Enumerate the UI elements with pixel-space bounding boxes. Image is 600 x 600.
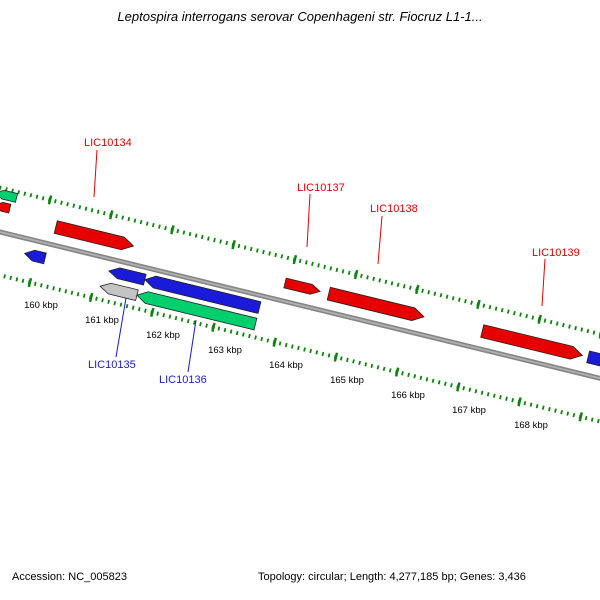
- backbone-highlight: [0, 224, 600, 390]
- ruler-major-tick: [150, 307, 155, 318]
- gene-label-lic10137[interactable]: LIC10137: [297, 182, 345, 194]
- genome-track: [0, 181, 600, 432]
- ruler-major-tick: [211, 322, 216, 332]
- gene-arrow-lic10136[interactable]: [143, 274, 262, 314]
- gene-arrow-partial-green[interactable]: [0, 188, 19, 203]
- ruler-label-161kbp: 161 kbp: [85, 315, 119, 326]
- gene-arrow-green[interactable]: [135, 289, 258, 331]
- gene-arrow-gray[interactable]: [99, 281, 139, 302]
- leader-line-lic10138: [377, 215, 383, 265]
- ruler-major-tick: [47, 195, 53, 205]
- ruler-major-tick: [394, 367, 400, 377]
- ruler-major-tick: [353, 269, 359, 280]
- leader-line-lic10134: [93, 149, 98, 198]
- gene-label-lic10136[interactable]: LIC10136: [159, 374, 207, 386]
- leader-lines: [93, 149, 546, 373]
- ruler-label-165kbp: 165 kbp: [330, 375, 364, 386]
- ruler-major-tick: [170, 225, 175, 235]
- leader-line-lic10137: [306, 193, 311, 248]
- status-topology: Topology: circular; Length: 4,277,185 bp…: [258, 571, 526, 583]
- ruler-major-tick: [292, 254, 298, 265]
- ruler-label-164kbp: 164 kbp: [269, 360, 303, 371]
- ruler-major-tick: [231, 240, 236, 250]
- ruler-major-tick: [333, 352, 339, 362]
- gene-arrow-lic10137[interactable]: [283, 277, 321, 296]
- leader-line-lic10135: [115, 297, 127, 358]
- ruler-major-tick: [88, 292, 94, 303]
- gene-arrow-lic10138[interactable]: [326, 286, 425, 323]
- ruler-label-160kbp: 160 kbp: [24, 300, 58, 311]
- ruler-major-tick: [578, 412, 584, 422]
- ruler-label-166kbp: 166 kbp: [391, 390, 425, 401]
- gene-label-lic10135[interactable]: LIC10135: [88, 359, 136, 371]
- gene-arrow-lic10139[interactable]: [480, 324, 584, 362]
- gene-arrow-lic10134[interactable]: [53, 220, 135, 253]
- gene-label-lic10139[interactable]: LIC10139: [532, 247, 580, 259]
- ruler-major-tick: [517, 397, 522, 407]
- gene-arrow-partial-blue-right[interactable]: [586, 350, 600, 374]
- ruler-major-tick: [27, 277, 33, 288]
- leader-line-lic10136: [187, 319, 197, 373]
- gene-label-lic10134[interactable]: LIC10134: [84, 137, 132, 149]
- status-accession: Accession: NC_005823: [12, 571, 127, 583]
- page-title: Leptospira interrogans serovar Copenhage…: [117, 9, 483, 24]
- gene-arrow-small-blue-left[interactable]: [23, 248, 47, 265]
- leader-line-lic10139: [541, 258, 546, 307]
- ruler-major-ticks: [27, 195, 600, 422]
- gene-label-lic10138[interactable]: LIC10138: [370, 203, 418, 215]
- ruler-major-tick: [537, 314, 542, 324]
- ruler-label-167kbp: 167 kbp: [452, 405, 486, 416]
- ruler-major-tick: [108, 210, 114, 220]
- ruler-major-tick: [456, 382, 461, 392]
- ruler-label-162kbp: 162 kbp: [146, 330, 180, 341]
- ruler-major-tick: [476, 299, 481, 310]
- ruler-label-168kbp: 168 kbp: [514, 420, 548, 431]
- ruler-major-tick: [414, 284, 420, 295]
- gene-arrow-lic10135[interactable]: [108, 266, 147, 286]
- gene-arrow-partial-red[interactable]: [0, 200, 12, 214]
- ruler-label-163kbp: 163 kbp: [208, 345, 242, 356]
- ruler-major-tick: [272, 337, 277, 347]
